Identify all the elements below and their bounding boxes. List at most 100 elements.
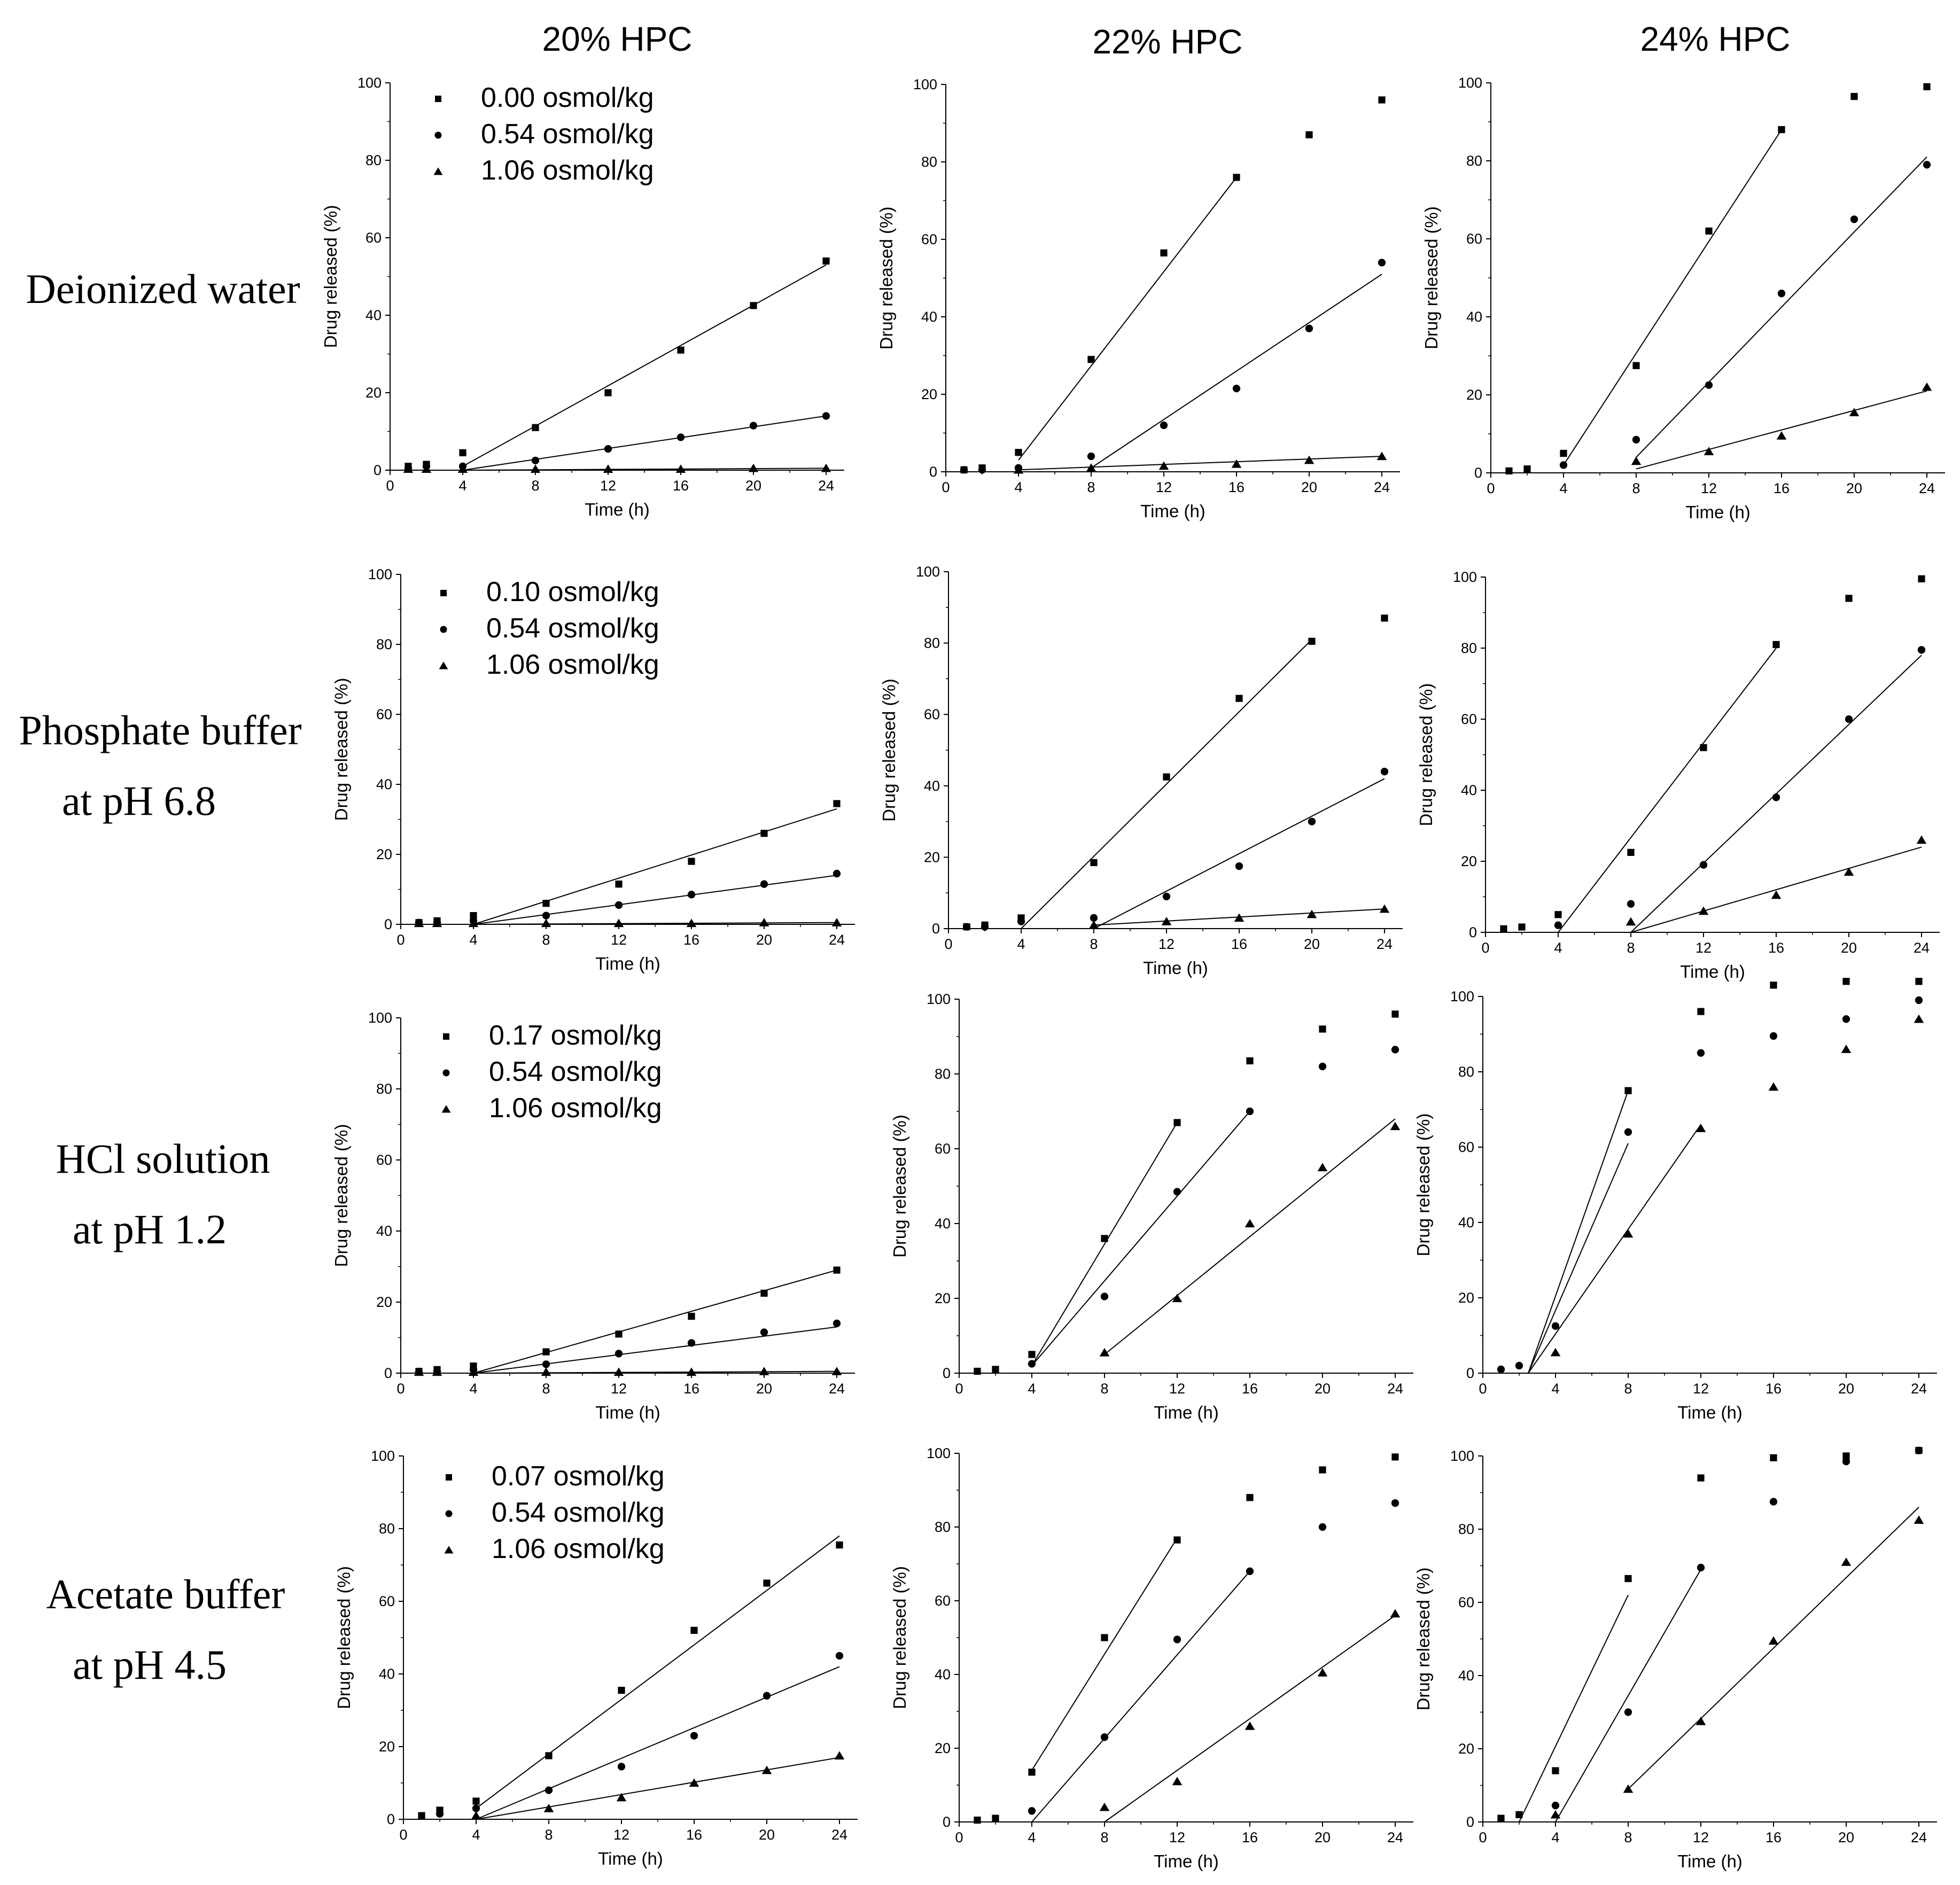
x-tick-label: 8: [542, 932, 550, 948]
data-point-triangle-marker: [686, 1367, 697, 1376]
data-point-triangle-marker: [603, 464, 613, 473]
y-tick-label: 0: [1474, 465, 1482, 481]
data-point-square-marker: [472, 1797, 480, 1805]
fit-line: [1528, 1143, 1629, 1374]
data-point-triangle-marker: [471, 1811, 481, 1820]
y-tick-label: 20: [376, 846, 392, 862]
x-tick-label: 4: [458, 478, 466, 494]
legend-square-marker: [435, 96, 441, 102]
data-point-triangle-marker: [432, 1367, 442, 1376]
data-point-triangle-marker: [414, 1367, 424, 1376]
legend-label: 1.06 osmol/kg: [486, 649, 659, 680]
data-point-triangle-marker: [834, 1751, 845, 1760]
chart-panel-1: 0 4 8 12 16 20 24 0 20 40 60 80 100 Time (h) Drug rele…: [321, 75, 844, 519]
data-point-square-marker: [1845, 595, 1853, 602]
row-label-phosphate-ph: at pH 6.8: [62, 777, 216, 824]
y-tick-label: 100: [927, 991, 951, 1007]
x-tick-label: 0: [399, 1827, 407, 1843]
y-tick-label: 100: [368, 566, 392, 582]
fit-line: [1104, 1615, 1396, 1822]
x-tick-label: 8: [1090, 936, 1098, 952]
chart-panel-6: 0 4 8 12 16 20 24 0 20 40 60 80 100 Time (h) Drug rele…: [1416, 569, 1940, 982]
y-tick-label: 80: [1458, 1521, 1474, 1537]
data-point-square-marker: [1319, 1466, 1326, 1474]
data-point-triangle-marker: [1844, 867, 1854, 876]
fit-line: [462, 415, 827, 471]
legend-label: 0.07 osmol/kg: [492, 1461, 665, 1492]
y-tick-label: 40: [935, 1216, 951, 1232]
data-point-circle-marker: [1632, 435, 1640, 444]
chart-panel-2: 0 4 8 12 16 20 24 0 20 40 60 80 100 Time (h) Drug rele…: [876, 76, 1400, 521]
column-title-20-hpc: 20% HPC: [542, 20, 693, 58]
data-point-triangle-marker: [1625, 917, 1636, 926]
y-tick-label: 0: [929, 464, 937, 480]
fit-line: [1628, 1507, 1919, 1790]
data-point-circle-marker: [1017, 917, 1025, 925]
y-tick-label: 60: [365, 230, 382, 246]
legend-label: 0.54 osmol/kg: [481, 119, 654, 150]
x-tick-label: 12: [611, 1381, 627, 1397]
x-tick-label: 0: [944, 936, 952, 952]
y-tick-label: 100: [371, 1448, 395, 1464]
data-point-circle-marker: [1246, 1567, 1254, 1575]
legend-square-marker: [446, 1474, 452, 1481]
x-tick-label: 16: [1765, 1829, 1782, 1845]
y-tick-label: 80: [935, 1519, 951, 1535]
data-point-square-marker: [1028, 1351, 1036, 1358]
x-tick-label: 0: [955, 1381, 963, 1397]
data-point-circle-marker: [981, 923, 989, 931]
x-tick-label: 8: [1100, 1381, 1108, 1397]
x-tick-label: 20: [1841, 940, 1857, 956]
x-tick-label: 16: [1228, 479, 1245, 495]
x-tick-label: 12: [1158, 936, 1175, 952]
data-point-circle-marker: [542, 912, 550, 920]
data-point-circle-marker: [1232, 384, 1241, 393]
fit-line: [476, 1666, 840, 1820]
y-tick-label: 100: [357, 75, 382, 91]
data-point-circle-marker: [960, 466, 968, 474]
data-point-square-marker: [1246, 1494, 1254, 1501]
y-tick-label: 40: [365, 307, 382, 323]
data-point-circle-marker: [545, 1786, 553, 1794]
fit-line: [1021, 639, 1312, 929]
x-tick-label: 12: [1169, 1381, 1185, 1397]
data-point-triangle-marker: [1099, 1802, 1110, 1811]
data-point-triangle-marker: [1914, 1515, 1924, 1524]
data-point-square-marker: [1923, 83, 1931, 90]
data-point-square-marker: [532, 424, 539, 431]
x-tick-label: 24: [831, 1827, 847, 1843]
y-tick-label: 40: [1458, 1214, 1474, 1230]
data-point-triangle-marker: [1234, 913, 1245, 922]
x-tick-label: 24: [1387, 1829, 1403, 1845]
x-tick-label: 12: [1701, 480, 1717, 496]
data-point-triangle-marker: [1550, 1810, 1561, 1819]
data-point-square-marker: [1028, 1769, 1036, 1776]
chart-panel-4: 0 4 8 12 16 20 24 0 20 40 60 80 100 Time (h) Drug rele…: [331, 566, 855, 973]
legend-circle-marker: [434, 131, 442, 139]
data-point-circle-marker: [1497, 1365, 1505, 1374]
y-tick-label: 80: [924, 635, 940, 651]
fit-line: [1636, 157, 1927, 458]
y-tick-label: 60: [1458, 1594, 1474, 1610]
y-tick-label: 0: [384, 916, 392, 932]
data-point-square-marker: [1552, 1767, 1559, 1774]
data-point-square-marker: [1015, 449, 1022, 456]
data-point-circle-marker: [978, 466, 986, 474]
data-point-triangle-marker: [421, 464, 432, 473]
data-point-triangle-marker: [1086, 463, 1096, 472]
y-tick-label: 80: [1458, 1064, 1474, 1080]
data-point-square-marker: [1560, 449, 1567, 457]
data-point-triangle-marker: [759, 918, 769, 926]
fit-line: [1104, 1118, 1396, 1355]
y-tick-label: 40: [921, 309, 937, 325]
data-point-circle-marker: [542, 1360, 550, 1368]
data-point-circle-marker: [1769, 1498, 1778, 1506]
data-point-triangle-marker: [1704, 447, 1714, 455]
data-point-circle-marker: [604, 445, 612, 453]
data-point-triangle-marker: [1376, 451, 1387, 461]
x-axis-title: Time (h): [595, 1403, 660, 1422]
data-point-square-marker: [1772, 641, 1780, 648]
data-point-triangle-marker: [1172, 1294, 1183, 1303]
data-point-triangle-marker: [1914, 1014, 1924, 1023]
